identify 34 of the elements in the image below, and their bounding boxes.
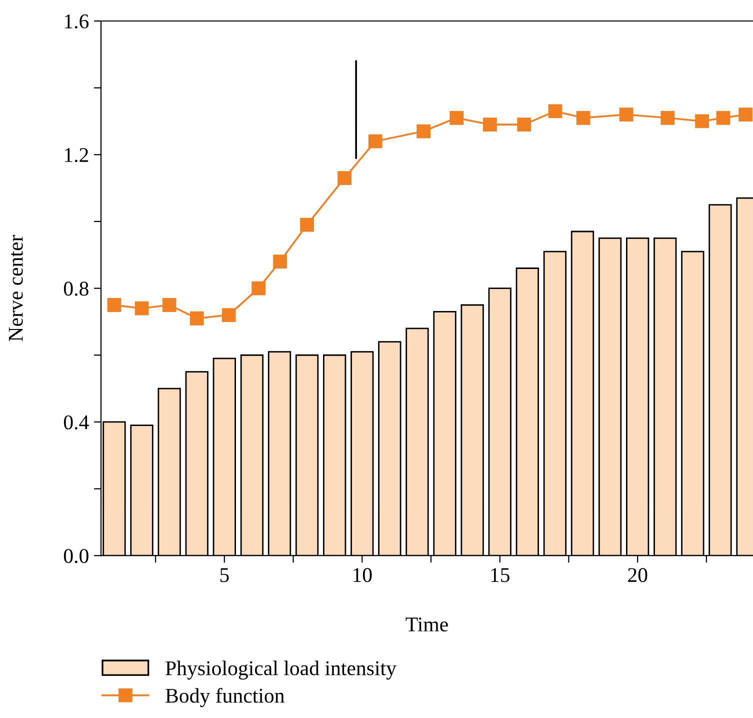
point [738, 108, 753, 122]
point [660, 110, 675, 125]
point [482, 118, 497, 132]
y-tick-label: 0.0 [64, 548, 88, 564]
x-tick-label: 15 [491, 568, 510, 582]
point [190, 311, 204, 326]
y-tick-label: 0.8 [64, 282, 88, 296]
point [548, 104, 562, 118]
point [107, 298, 122, 312]
point [222, 308, 236, 322]
point [162, 298, 176, 312]
legend-label: Body function [166, 688, 284, 708]
point [517, 118, 532, 132]
x-tick-label: 10 [354, 568, 372, 582]
legend-label: Physiological load intensity [166, 660, 396, 680]
point [368, 134, 382, 148]
point [450, 110, 464, 125]
point [619, 108, 634, 122]
x-tick-label: 20 [628, 568, 648, 582]
point [716, 110, 730, 125]
point [416, 124, 430, 138]
point [300, 218, 314, 232]
y-tick-label: 1.6 [64, 14, 89, 29]
y-tick-label: 0.4 [64, 415, 89, 430]
point [338, 171, 352, 185]
point [252, 281, 266, 296]
y-axis-title: Nerve center [8, 234, 23, 342]
point [134, 301, 149, 316]
x-tick-label: 5 [220, 568, 229, 582]
point [576, 110, 590, 125]
y-tick-label: 1.2 [64, 148, 88, 162]
point [695, 114, 709, 128]
point [273, 254, 287, 269]
x-axis-title: Time [406, 618, 448, 632]
